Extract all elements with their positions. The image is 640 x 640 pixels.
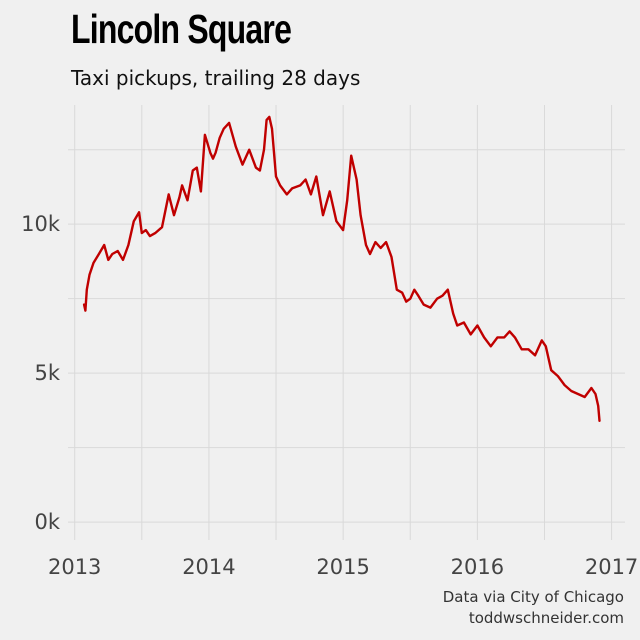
y-tick-label: 5k: [34, 361, 60, 385]
y-axis-tick-labels: 0k 5k 10k: [21, 212, 61, 534]
x-tick-label: 2017: [585, 555, 638, 579]
x-tick-label: 2014: [182, 555, 235, 579]
series-layer: [82, 115, 601, 422]
x-tick-label: 2015: [316, 555, 369, 579]
y-tick-label: 10k: [21, 212, 61, 236]
y-tick-label: 0k: [34, 510, 60, 534]
caption-website: toddwschneider.com: [468, 609, 624, 627]
x-tick-label: 2013: [48, 555, 101, 579]
x-tick-label: 2016: [451, 555, 504, 579]
caption-source: Data via City of Chicago: [442, 588, 624, 606]
series-line: [82, 115, 601, 422]
grid: [68, 105, 625, 540]
chart-subtitle: Taxi pickups, trailing 28 days: [71, 66, 361, 90]
x-axis-tick-labels: 2013 2014 2015 2016 2017: [48, 555, 638, 579]
chart-title: Lincoln Square: [71, 6, 292, 52]
